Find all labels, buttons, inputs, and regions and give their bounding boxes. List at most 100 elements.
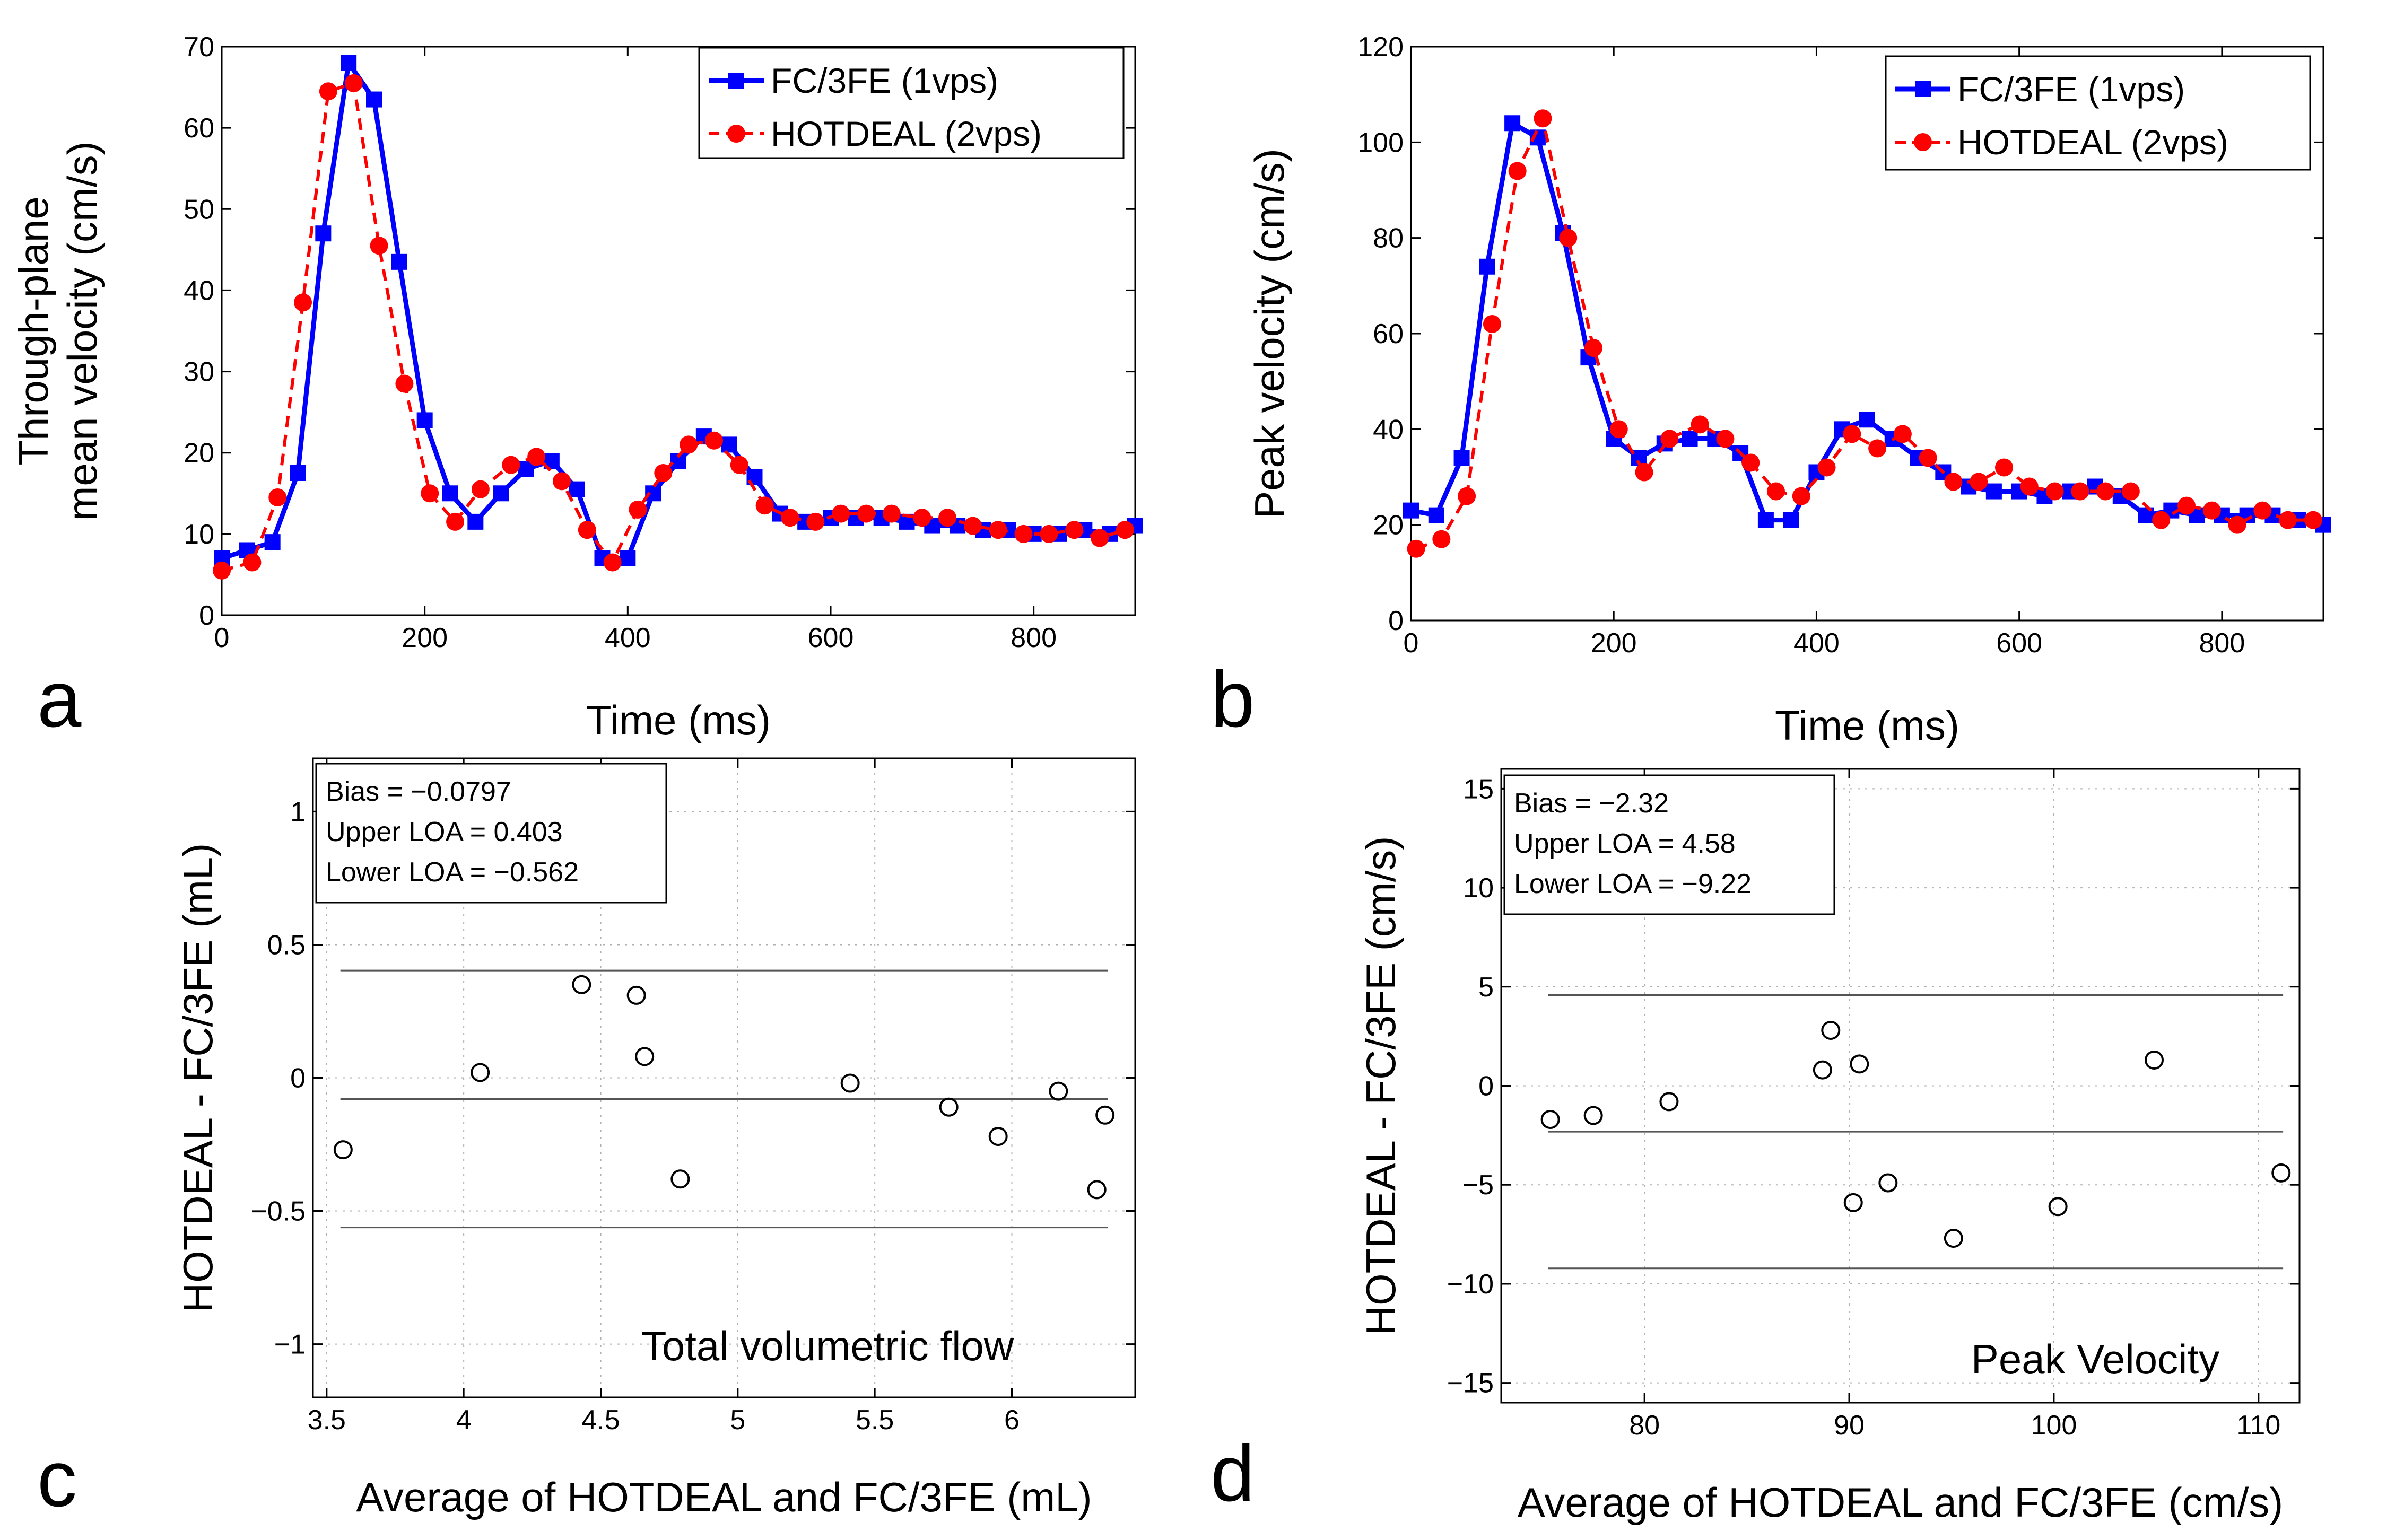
legend-box xyxy=(1885,55,2311,171)
data-point xyxy=(1850,1054,1869,1074)
data-point-circle xyxy=(1483,314,1501,333)
x-tick-label: 600 xyxy=(808,623,854,653)
data-point-circle xyxy=(1116,521,1134,539)
y-tick-label: 40 xyxy=(184,275,214,306)
data-point xyxy=(1878,1173,1898,1193)
y-axis-label-line: Through-plane xyxy=(10,196,57,465)
x-axis-label: Average of HOTDEAL and FC/3FE (cm/s) xyxy=(1518,1479,2283,1526)
data-point xyxy=(626,985,646,1005)
data-point xyxy=(1049,1081,1068,1101)
data-point-circle xyxy=(2096,482,2115,501)
data-point-circle xyxy=(552,472,571,491)
data-point-square xyxy=(1985,483,2002,500)
data-point-square xyxy=(721,436,737,453)
data-point-circle xyxy=(2045,482,2064,501)
y-axis-label: HOTDEAL - FC/3FE (mL) xyxy=(175,843,221,1313)
stats-line: Upper LOA = 4.58 xyxy=(1514,828,1736,859)
data-point-circle xyxy=(395,374,414,393)
data-point-circle xyxy=(1944,472,1963,491)
data-point xyxy=(2145,1050,2164,1070)
x-tick-label: 6 xyxy=(1004,1405,1020,1436)
x-tick-label: 200 xyxy=(402,623,448,653)
data-point-circle xyxy=(1843,425,1861,443)
x-tick-label: 400 xyxy=(605,623,651,653)
data-point-square xyxy=(1783,512,1799,528)
data-point-circle xyxy=(1792,487,1810,505)
panel-letter: a xyxy=(37,654,82,743)
data-point-square xyxy=(620,550,636,566)
data-point-circle xyxy=(1635,463,1653,482)
data-point-circle xyxy=(730,456,748,474)
data-point-circle xyxy=(243,553,262,572)
data-point-circle xyxy=(1660,430,1679,448)
data-point-circle xyxy=(319,82,337,101)
y-axis-label-line: Peak velocity (cm/s) xyxy=(1246,148,1293,519)
data-point-circle xyxy=(421,484,439,503)
data-point xyxy=(2048,1197,2068,1217)
data-point-circle xyxy=(2253,501,2272,520)
data-point-circle xyxy=(370,237,388,255)
data-point-circle xyxy=(2152,511,2171,529)
data-point xyxy=(333,1140,353,1160)
data-point-circle xyxy=(1091,529,1109,547)
data-point-circle xyxy=(1014,524,1033,543)
data-point-circle xyxy=(1065,521,1084,539)
x-tick-label: 5 xyxy=(730,1405,745,1436)
data-point-circle xyxy=(989,521,1007,539)
data-point-circle xyxy=(268,488,287,506)
data-point-square xyxy=(416,412,433,428)
data-point-circle xyxy=(1691,415,1709,434)
data-point-square xyxy=(1504,115,1521,132)
y-axis-label: HOTDEAL - FC/3FE (cm/s) xyxy=(1357,836,1404,1336)
y-tick-label: 30 xyxy=(184,357,214,388)
y-axis-label: Peak velocity (cm/s) xyxy=(1246,148,1293,519)
data-point-circle xyxy=(2177,496,2196,515)
data-point-circle xyxy=(1817,458,1836,477)
data-point-circle xyxy=(344,74,363,92)
x-tick-label: 600 xyxy=(1996,628,2042,659)
data-point-circle xyxy=(629,500,647,519)
y-tick-label: 1 xyxy=(290,797,306,827)
data-point-square xyxy=(391,253,407,270)
data-point-circle xyxy=(2071,482,2089,501)
y-tick-label: 60 xyxy=(184,113,214,144)
x-tick-label: 0 xyxy=(1404,628,1419,659)
y-axis-label: Through-planemean velocity (cm/s) xyxy=(10,141,106,520)
data-point xyxy=(1095,1105,1115,1125)
series-line xyxy=(1410,120,2324,528)
stats-line: Lower LOA = −9.22 xyxy=(1514,869,1752,899)
y-tick-label: 80 xyxy=(1373,223,1404,254)
panel-a: 0 200 400 600 800 0 10 20 30 40 50 60 70 Time (ms) Thr… xyxy=(10,32,1143,743)
data-point-circle xyxy=(1609,420,1628,439)
data-point-circle xyxy=(654,464,673,482)
x-tick-label: 800 xyxy=(2199,628,2245,659)
x-tick-label: 200 xyxy=(1591,628,1637,659)
y-tick-label: −10 xyxy=(1447,1269,1494,1300)
data-point-circle xyxy=(2121,482,2140,501)
data-point xyxy=(988,1126,1008,1146)
y-tick-label: −5 xyxy=(1462,1170,1494,1201)
legend-marker-square xyxy=(1915,81,1931,97)
data-point-square xyxy=(569,481,585,497)
data-point-square xyxy=(467,513,484,530)
y-tick-label: 15 xyxy=(1463,774,1494,804)
legend-label: FC/3FE (1vps) xyxy=(1957,69,2185,109)
data-point-circle xyxy=(963,517,982,535)
data-point-square xyxy=(1757,512,1774,528)
y-tick-label: 100 xyxy=(1357,127,1404,158)
stats-line: Upper LOA = 0.403 xyxy=(326,817,563,847)
panel-letter: c xyxy=(37,1434,77,1523)
x-tick-label: 4 xyxy=(456,1405,472,1436)
x-tick-label: 3.5 xyxy=(308,1405,346,1436)
data-point-square xyxy=(1403,502,1419,519)
y-tick-label: 5 xyxy=(1478,972,1494,1003)
y-tick-label: −0.5 xyxy=(251,1196,306,1227)
panel-annotation: Peak Velocity xyxy=(1971,1336,2219,1382)
legend-label: HOTDEAL (2vps) xyxy=(771,114,1042,153)
y-tick-label: 120 xyxy=(1357,32,1404,63)
panel-b: 0 200 400 600 800 0 20 40 60 80 100 120 Time (ms) Pea… xyxy=(1210,32,2331,749)
data-point-circle xyxy=(2202,501,2221,520)
data-point-circle xyxy=(806,512,825,531)
data-point xyxy=(1659,1092,1679,1112)
data-point-circle xyxy=(1407,539,1425,558)
